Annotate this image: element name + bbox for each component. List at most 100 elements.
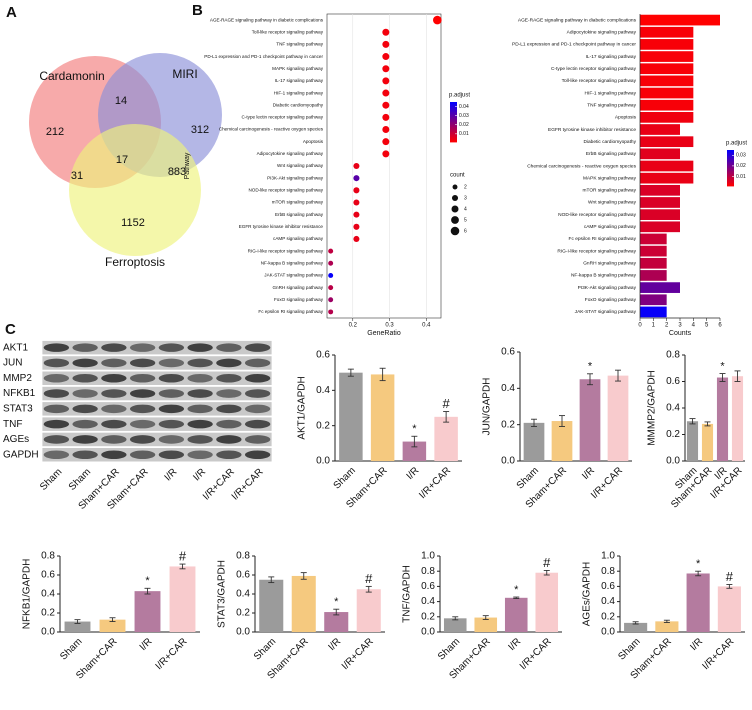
blot-band: [43, 373, 70, 383]
y-tick-label: 0.6: [666, 376, 680, 387]
bar: [504, 597, 528, 632]
y-tick-label: 1.0: [601, 551, 615, 562]
bar: [324, 612, 349, 632]
dot: [353, 162, 360, 170]
blot-band: [43, 358, 70, 368]
dot: [382, 126, 390, 134]
bar: [640, 160, 694, 172]
colorbar-tick-label: 0.03: [736, 153, 746, 159]
lane-label: Sham: [38, 467, 64, 493]
significance-marker: *: [412, 423, 417, 435]
colorbar-tick-label: 0.02: [736, 163, 746, 169]
y-tick-label: PD-L1 expression and PD-1 checkpoint pat…: [204, 54, 323, 59]
bar: [640, 26, 694, 38]
significance-marker: #: [443, 396, 451, 411]
colorbar-tick-label: 0.01: [736, 174, 746, 180]
blot-band: [216, 358, 242, 368]
dot: [382, 77, 390, 85]
dot: [382, 150, 390, 158]
y-tick-label: 0.0: [236, 627, 250, 638]
dot: [353, 199, 360, 206]
x-tick-label: Sham: [252, 636, 278, 662]
dot: [328, 297, 334, 303]
size-legend-dot: [450, 226, 460, 236]
colorbar-slice: [450, 117, 457, 120]
blot-band: [187, 343, 213, 352]
blot-band: [158, 343, 185, 352]
bar: [259, 579, 284, 632]
blot-band: [101, 404, 127, 414]
y-tick-label: 0.4: [41, 589, 55, 600]
size-legend-dot: [451, 216, 459, 224]
blot-band: [244, 404, 271, 414]
bar: [535, 572, 559, 632]
colorbar-slice: [727, 160, 734, 163]
colorbar-slice: [450, 125, 457, 128]
y-axis-label: Pathway: [184, 152, 191, 179]
y-tick-label: 0.4: [421, 596, 435, 607]
dot: [382, 53, 390, 61]
bar: [370, 374, 395, 461]
y-tick-label: MAPK signaling pathway: [272, 66, 324, 71]
blot-band: [72, 389, 98, 398]
significance-marker: #: [179, 549, 187, 564]
x-tick-label: 6: [718, 323, 722, 329]
y-tick-label: TNF signaling pathway: [587, 102, 636, 108]
colorbar-slice: [727, 172, 734, 175]
y-axis-label: MMMP2/GAPDH: [647, 370, 658, 446]
bar: [339, 372, 363, 461]
y-tick-label: 0.0: [41, 627, 55, 638]
y-tick-label: 0.8: [666, 350, 680, 361]
colorbar-slice: [727, 162, 734, 164]
y-tick-label: 0.4: [601, 596, 615, 607]
bar: [655, 621, 679, 632]
colorbar-slice: [727, 178, 734, 181]
blot-band: [216, 450, 242, 460]
x-tick-label: I/R+CAR: [154, 636, 190, 672]
bar: [640, 172, 694, 184]
colorbar-slice: [727, 157, 734, 160]
blot-band: [187, 389, 213, 398]
bar: [640, 112, 694, 123]
blot-strip: [41, 401, 273, 417]
bar: [640, 270, 667, 281]
y-tick-label: Fc epsilon RI signaling pathway: [569, 236, 637, 242]
y-tick-label: mTOR signaling pathway: [272, 200, 324, 205]
blot-band: [216, 343, 242, 352]
y-tick-label: 0.4: [666, 403, 680, 414]
lane-label: I/R: [163, 467, 180, 484]
y-tick-label: Wnt signaling pathway: [588, 200, 637, 206]
x-tick-label: I/R: [580, 465, 597, 482]
blot-band: [158, 389, 185, 398]
x-tick-label: Sham: [616, 636, 642, 662]
bar: [640, 14, 720, 26]
bar: [134, 591, 161, 632]
dot: [433, 15, 442, 25]
y-tick-label: FoxO signaling pathway: [274, 297, 324, 302]
x-tick-label: 4: [692, 323, 696, 329]
blot-band: [72, 343, 98, 352]
colorbar-tick-label: 0.04: [459, 104, 469, 110]
y-tick-label: TNF signaling pathway: [276, 42, 323, 47]
y-tick-label: RIG-I-like receptor signaling pathway: [557, 248, 636, 254]
y-tick-label: 0.0: [316, 456, 330, 467]
y-tick-label: NOD-like receptor signaling pathway: [558, 212, 636, 218]
colorbar-slice: [450, 107, 457, 110]
colorbar-tick-label: 0.03: [459, 113, 469, 119]
bar: [717, 586, 741, 632]
significance-marker: *: [588, 361, 593, 373]
colorbar-slice: [727, 181, 734, 184]
y-tick-label: 0.8: [601, 566, 615, 577]
blot-band: [101, 419, 127, 429]
bar: [716, 377, 729, 461]
panel-label: A: [6, 4, 17, 21]
colorbar-slice: [450, 115, 457, 118]
colorbar-slice: [727, 156, 734, 158]
size-legend-label: 5: [464, 217, 467, 223]
blot-band: [187, 450, 213, 460]
colorbar-slice: [450, 103, 457, 106]
bar: [686, 573, 710, 632]
y-tick-label: Toll-like receptor signaling pathway: [252, 29, 324, 34]
size-legend-dot: [451, 194, 459, 202]
